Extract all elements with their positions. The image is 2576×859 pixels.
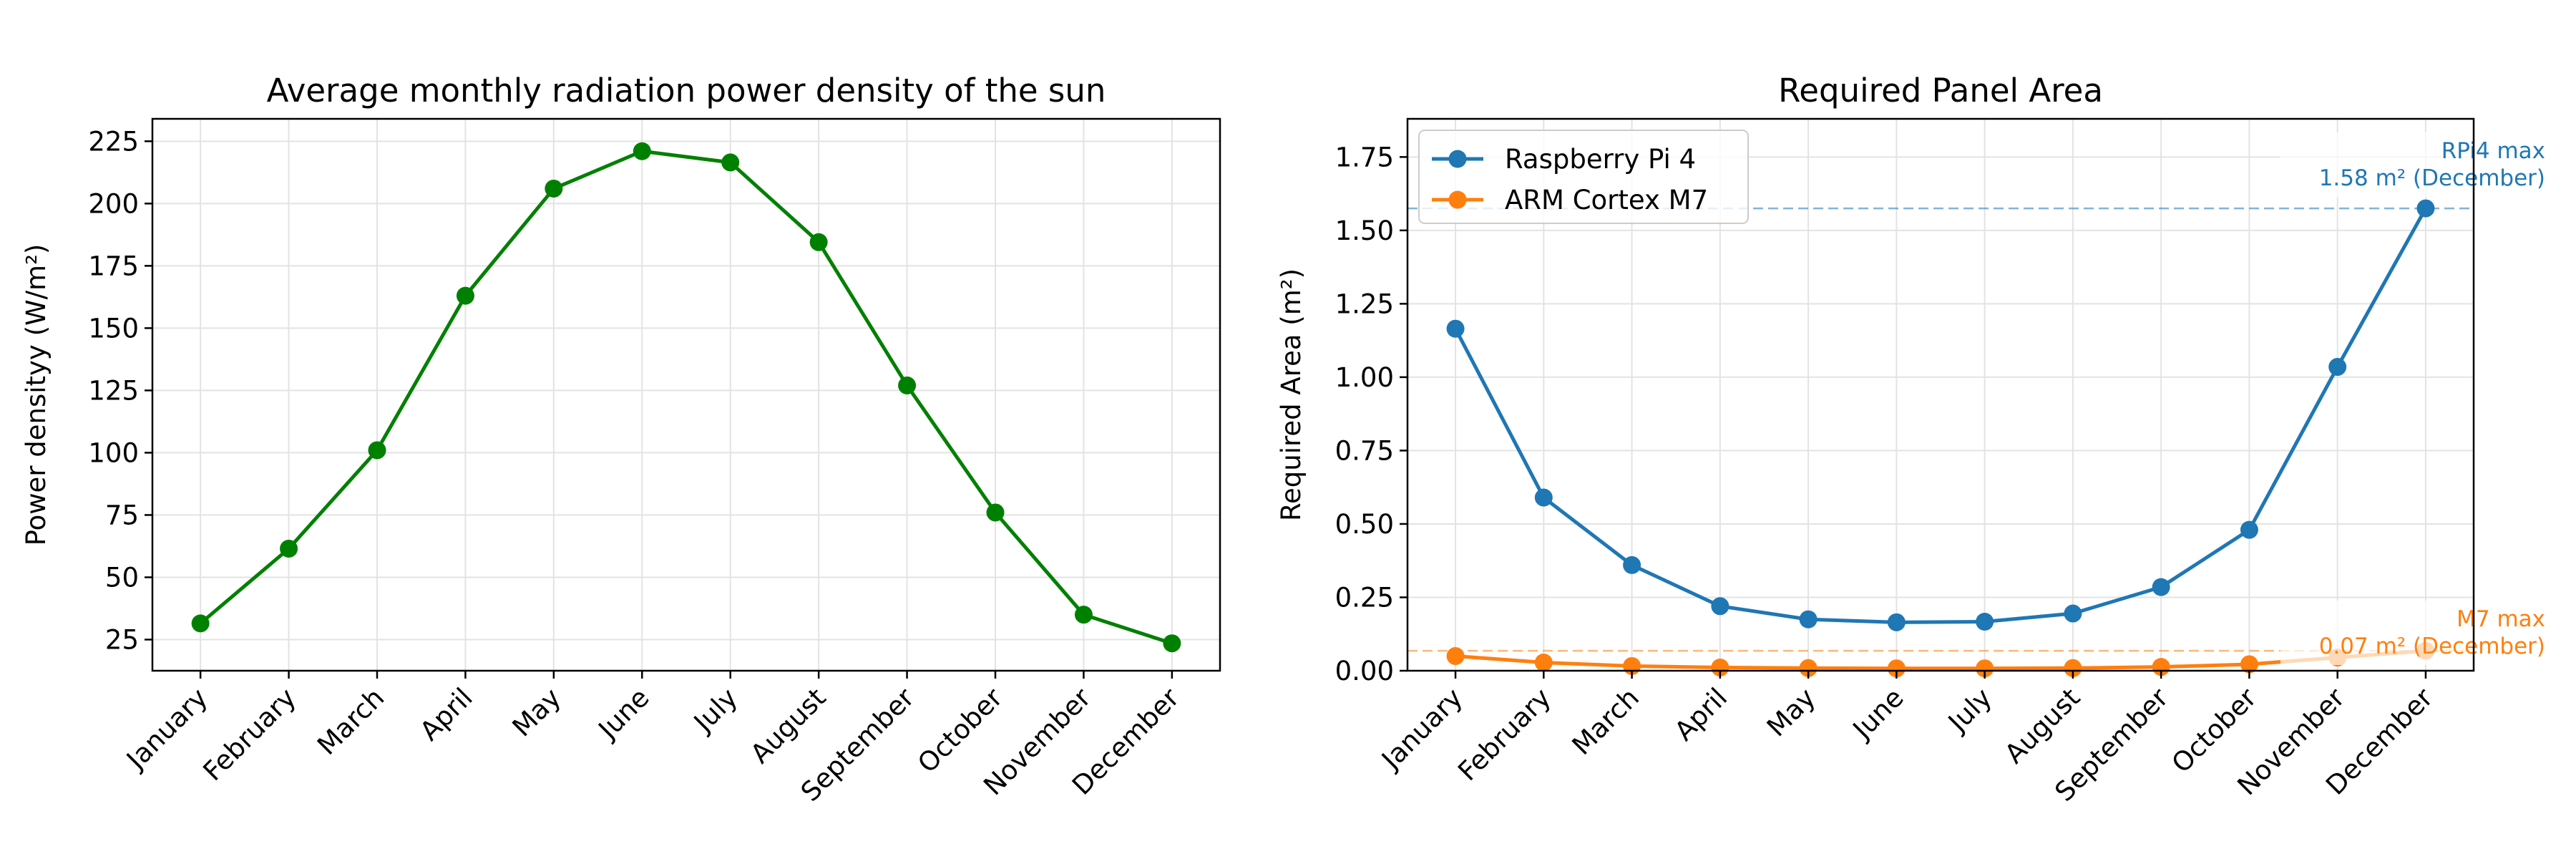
data-point [898, 376, 917, 394]
legend-swatch-marker [1448, 190, 1467, 209]
annotation-background [2280, 601, 2552, 665]
x-tick-label: July [1941, 682, 1998, 739]
data-point [1446, 319, 1465, 338]
x-tick-label: April [414, 682, 479, 747]
data-point [1976, 659, 1994, 678]
y-tick-label: 1.75 [1335, 142, 1394, 173]
y-tick-label: 25 [105, 624, 139, 655]
data-point [368, 441, 386, 460]
x-tick-label: February [197, 682, 302, 787]
y-tick-label: 1.50 [1335, 215, 1394, 246]
y-tick-label: 0.75 [1335, 435, 1394, 466]
data-point [2416, 199, 2435, 218]
y-tick-label: 150 [88, 313, 139, 344]
y-tick-label: 125 [88, 375, 139, 406]
data-point [545, 179, 563, 198]
x-tick-label: May [1761, 682, 1821, 742]
data-point [1887, 659, 1906, 678]
series-line [199, 149, 1173, 646]
data-point [721, 153, 740, 172]
y-tick-label: 1.00 [1335, 362, 1394, 393]
data-point [2064, 659, 2082, 677]
data-point [1074, 606, 1093, 624]
data-point [280, 539, 298, 558]
y-tick-label: 75 [105, 500, 139, 530]
x-tick-label: June [1846, 682, 1910, 746]
annotation-background [2280, 132, 2552, 197]
y-axis-label: Required Area (m²) [1276, 268, 1307, 521]
data-point [191, 614, 210, 633]
data-point [1534, 488, 1553, 507]
legend-label: ARM Cortex M7 [1505, 185, 1708, 215]
y-tick-label: 50 [105, 562, 139, 593]
data-point [2240, 520, 2258, 539]
data-point [1446, 646, 1465, 665]
x-tick-label: April [1669, 682, 1733, 747]
data-point [1799, 659, 1818, 677]
axes-frame [151, 117, 1221, 672]
y-axis-label: Power densityy (W/m²) [21, 244, 52, 546]
data-point [1976, 613, 1994, 631]
legend: Raspberry Pi 4 ARM Cortex M7 [1418, 130, 1749, 224]
y-tick-label: 0.00 [1335, 656, 1394, 686]
data-point [1887, 613, 1906, 631]
legend-swatch-marker [1448, 150, 1467, 168]
data-point [2064, 604, 2082, 623]
data-point [2240, 655, 2258, 674]
x-tick-label: August [745, 682, 832, 770]
x-tick-label: July [687, 682, 743, 739]
y-tick-label: 200 [88, 188, 139, 219]
series-line [1453, 207, 2428, 624]
x-tick-label: August [1999, 682, 2086, 770]
legend-box [1418, 130, 1749, 224]
y-tick-label: 0.25 [1335, 582, 1394, 613]
y-tick-label: 175 [88, 251, 139, 281]
data-point [1623, 555, 1641, 574]
data-point [2152, 578, 2170, 596]
y-tick-label: 0.50 [1335, 509, 1394, 540]
x-tick-label: March [1566, 682, 1645, 761]
y-tick-label: 1.25 [1335, 288, 1394, 319]
x-tick-label: February [1452, 682, 1556, 787]
y-tick-label: 225 [88, 126, 139, 157]
x-tick-label: June [592, 682, 655, 746]
data-point [1163, 634, 1181, 653]
data-point [1711, 658, 1729, 676]
data-point [809, 233, 828, 251]
data-point [986, 503, 1005, 522]
legend-label: Raspberry Pi 4 [1505, 144, 1696, 175]
data-point [1711, 597, 1729, 616]
annotation-text: RPi4 max [2441, 138, 2545, 164]
data-point [456, 286, 474, 305]
x-tick-label: May [507, 682, 567, 742]
annotation-text: 0.07 m² (December) [2319, 634, 2545, 659]
data-point [1534, 654, 1553, 672]
x-tick-label: March [311, 682, 390, 761]
annotation-text: 1.58 m² (December) [2319, 165, 2545, 191]
data-point [633, 142, 651, 160]
chart-title: Average monthly radiation power density … [267, 72, 1106, 110]
series-line [1455, 649, 2426, 671]
data-point [2328, 358, 2347, 377]
y-tick-label: 100 [88, 437, 139, 468]
axes-frame [1406, 117, 2475, 672]
chart-title: Required Panel Area [1778, 72, 2103, 110]
annotation-text: M7 max [2457, 606, 2545, 632]
data-point [1799, 610, 1818, 629]
